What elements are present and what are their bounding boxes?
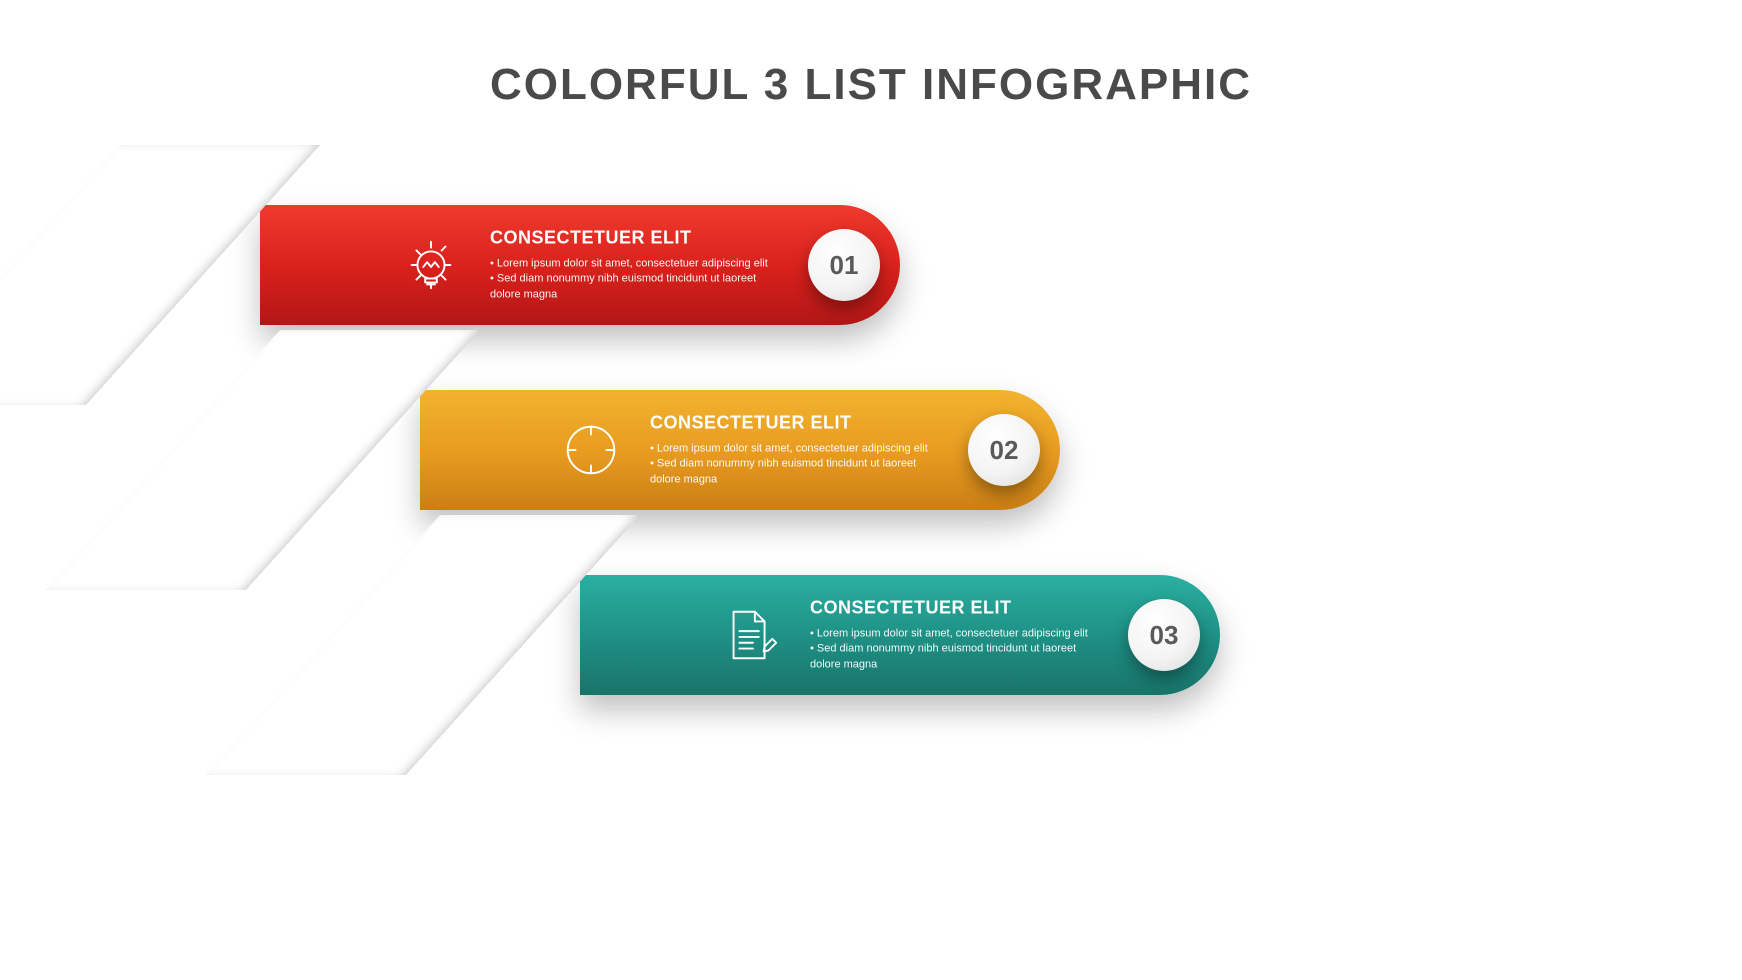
bullet: Sed diam nonummy nibh euismod tincidunt … [490, 272, 780, 303]
list-item: CONSECTETUER ELIT Lorem ipsum dolor sit … [580, 575, 1220, 695]
bullet: Lorem ipsum dolor sit amet, consectetuer… [650, 441, 940, 456]
document-edit-icon [720, 604, 782, 666]
list-item: CONSECTETUER ELIT Lorem ipsum dolor sit … [420, 390, 1060, 510]
number-badge: 03 [1128, 599, 1200, 671]
item-heading: CONSECTETUER ELIT [490, 227, 780, 248]
item-bullets: Lorem ipsum dolor sit amet, consectetuer… [650, 441, 940, 487]
pill-text-block: CONSECTETUER ELIT Lorem ipsum dolor sit … [490, 227, 780, 302]
number-badge: 02 [968, 414, 1040, 486]
list-item: CONSECTETUER ELIT Lorem ipsum dolor sit … [260, 205, 900, 325]
item-bullets: Lorem ipsum dolor sit amet, consectetuer… [490, 256, 780, 302]
bullet: Lorem ipsum dolor sit amet, consectetuer… [490, 256, 780, 271]
pill-text-block: CONSECTETUER ELIT Lorem ipsum dolor sit … [650, 412, 940, 487]
pill-body: CONSECTETUER ELIT Lorem ipsum dolor sit … [580, 575, 1220, 695]
pill-text-block: CONSECTETUER ELIT Lorem ipsum dolor sit … [810, 597, 1100, 672]
item-heading: CONSECTETUER ELIT [810, 597, 1100, 618]
pill-body: CONSECTETUER ELIT Lorem ipsum dolor sit … [260, 205, 900, 325]
bullet: Sed diam nonummy nibh euismod tincidunt … [650, 457, 940, 488]
item-heading: CONSECTETUER ELIT [650, 412, 940, 433]
bullet: Lorem ipsum dolor sit amet, consectetuer… [810, 626, 1100, 641]
lightbulb-icon [400, 234, 462, 296]
page-title: COLORFUL 3 LIST INFOGRAPHIC [490, 60, 1252, 110]
target-icon [560, 419, 622, 481]
bullet: Sed diam nonummy nibh euismod tincidunt … [810, 642, 1100, 673]
item-bullets: Lorem ipsum dolor sit amet, consectetuer… [810, 626, 1100, 672]
number-badge: 01 [808, 229, 880, 301]
pill-body: CONSECTETUER ELIT Lorem ipsum dolor sit … [420, 390, 1060, 510]
